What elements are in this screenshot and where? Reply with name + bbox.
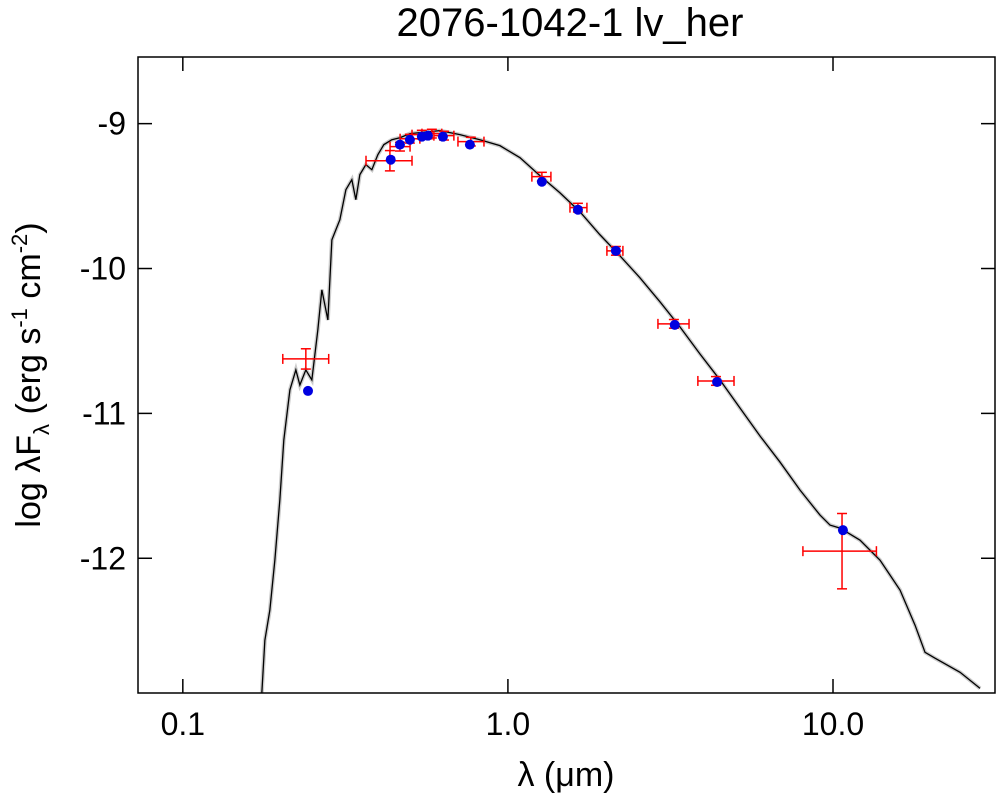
y-label-part: (erg s [10, 328, 48, 424]
chart-title: 2076-1042-1 lv_her [397, 1, 744, 45]
model-point [572, 204, 583, 215]
y-tick-label: -9 [98, 106, 126, 142]
x-tick-label: 0.1 [161, 706, 205, 742]
model-point [303, 385, 314, 396]
x-tick-label: 1.0 [486, 706, 530, 742]
y-label-sup: -1 [7, 308, 32, 328]
y-tick-label: -12 [80, 540, 126, 576]
x-axis-label: λ (μm) [517, 756, 614, 794]
y-tick-label: -10 [80, 251, 126, 287]
y-label-sup: -2 [7, 234, 32, 254]
y-label-sub: λ [29, 424, 54, 435]
x-tick-label: 10.0 [802, 706, 864, 742]
y-tick-label: -11 [82, 395, 126, 431]
model-spectrum [261, 129, 981, 693]
model-point [404, 134, 415, 145]
model-point [437, 131, 448, 142]
model-point [712, 376, 723, 387]
model-point [536, 176, 547, 187]
y-axis-label: log λFλ (erg s-1 cm-2) [7, 222, 54, 527]
y-label-part: ) [10, 222, 48, 233]
model-point [385, 154, 396, 165]
model-point [464, 139, 475, 150]
model-point [669, 319, 680, 330]
y-label-part: log λF [10, 435, 48, 528]
model-point [837, 525, 848, 536]
model-point [422, 130, 433, 141]
y-label-part: cm [10, 253, 48, 308]
plot-frame [137, 56, 996, 694]
model-point [394, 139, 405, 150]
model-point [610, 245, 621, 256]
